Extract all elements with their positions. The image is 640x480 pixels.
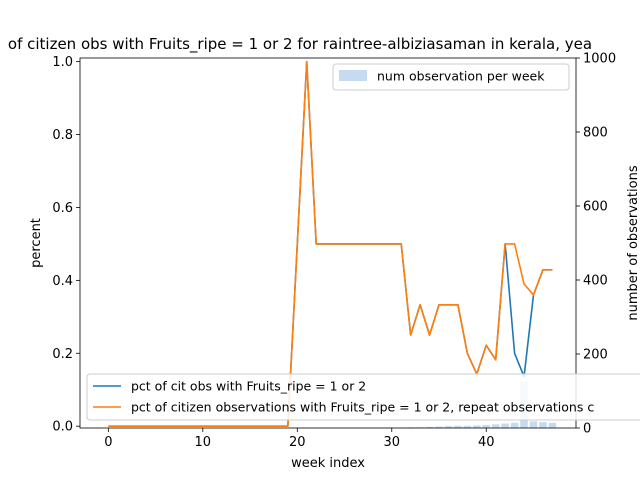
y-tick-label-4: 0.8: [52, 128, 73, 143]
legend-bars-label: num observation per week: [377, 69, 545, 84]
y-axis-label: percent: [29, 218, 44, 268]
x-tick-label-0: 0: [104, 435, 112, 450]
legend-bars: num observation per week: [332, 63, 570, 91]
y2-tick-label-1: 200: [583, 348, 608, 363]
bar-45: [529, 421, 538, 428]
x-tick-label-4: 40: [478, 435, 495, 450]
x-tick-label-1: 10: [195, 435, 212, 450]
bar-43: [510, 422, 519, 428]
legend-line-label-0: pct of cit obs with Fruits_ripe = 1 or 2: [131, 379, 366, 394]
x-tick-label-2: 20: [289, 435, 306, 450]
bar-39: [473, 425, 481, 428]
legend-line-label-1: pct of citizen observations with Fruits_…: [131, 400, 594, 415]
bar-47: [548, 422, 557, 428]
bar-34: [425, 426, 434, 428]
legend-lines: pct of cit obs with Fruits_ripe = 1 or 2…: [86, 373, 640, 421]
y-tick-label-5: 1.0: [52, 55, 73, 70]
y-tick-label-0: 0.0: [52, 420, 73, 435]
x-tick-label-3: 30: [383, 435, 400, 450]
ticks-layer: 0 10 20 30 40 0.0 0.2 0.4 0.6 0.8 1.0 0 200 400 600 800…: [52, 52, 616, 451]
bar-38: [463, 425, 472, 428]
bar-40: [482, 425, 491, 428]
y2-tick-label-0: 0: [583, 422, 591, 437]
bar-35: [435, 426, 443, 428]
y2-axis-label: number of observations: [626, 165, 640, 320]
legend-lines-frame: [86, 373, 640, 421]
legend-bars-frame: [332, 63, 570, 91]
y-tick-label-1: 0.2: [52, 347, 73, 362]
bar-46: [539, 422, 547, 428]
y-tick-label-2: 0.4: [52, 274, 73, 289]
y2-tick-label-5: 1000: [583, 52, 616, 67]
y2-tick-label-4: 800: [583, 126, 608, 141]
series-line-1: [108, 60, 553, 427]
legend-bars-swatch: [339, 70, 367, 81]
bar-41: [491, 424, 500, 428]
chart-title: of citizen obs with Fruits_ripe = 1 or 2…: [8, 35, 592, 54]
y2-tick-label-3: 600: [583, 200, 608, 215]
plot-frame: [79, 57, 577, 429]
bar-36: [444, 426, 453, 428]
lines-layer: [108, 60, 553, 427]
axes-layer: [79, 57, 577, 429]
x-axis-label: week index: [291, 456, 365, 471]
y-tick-label-3: 0.6: [52, 201, 73, 216]
bar-37: [454, 425, 462, 428]
y2-tick-label-2: 400: [583, 274, 608, 289]
bar-42: [501, 423, 509, 428]
